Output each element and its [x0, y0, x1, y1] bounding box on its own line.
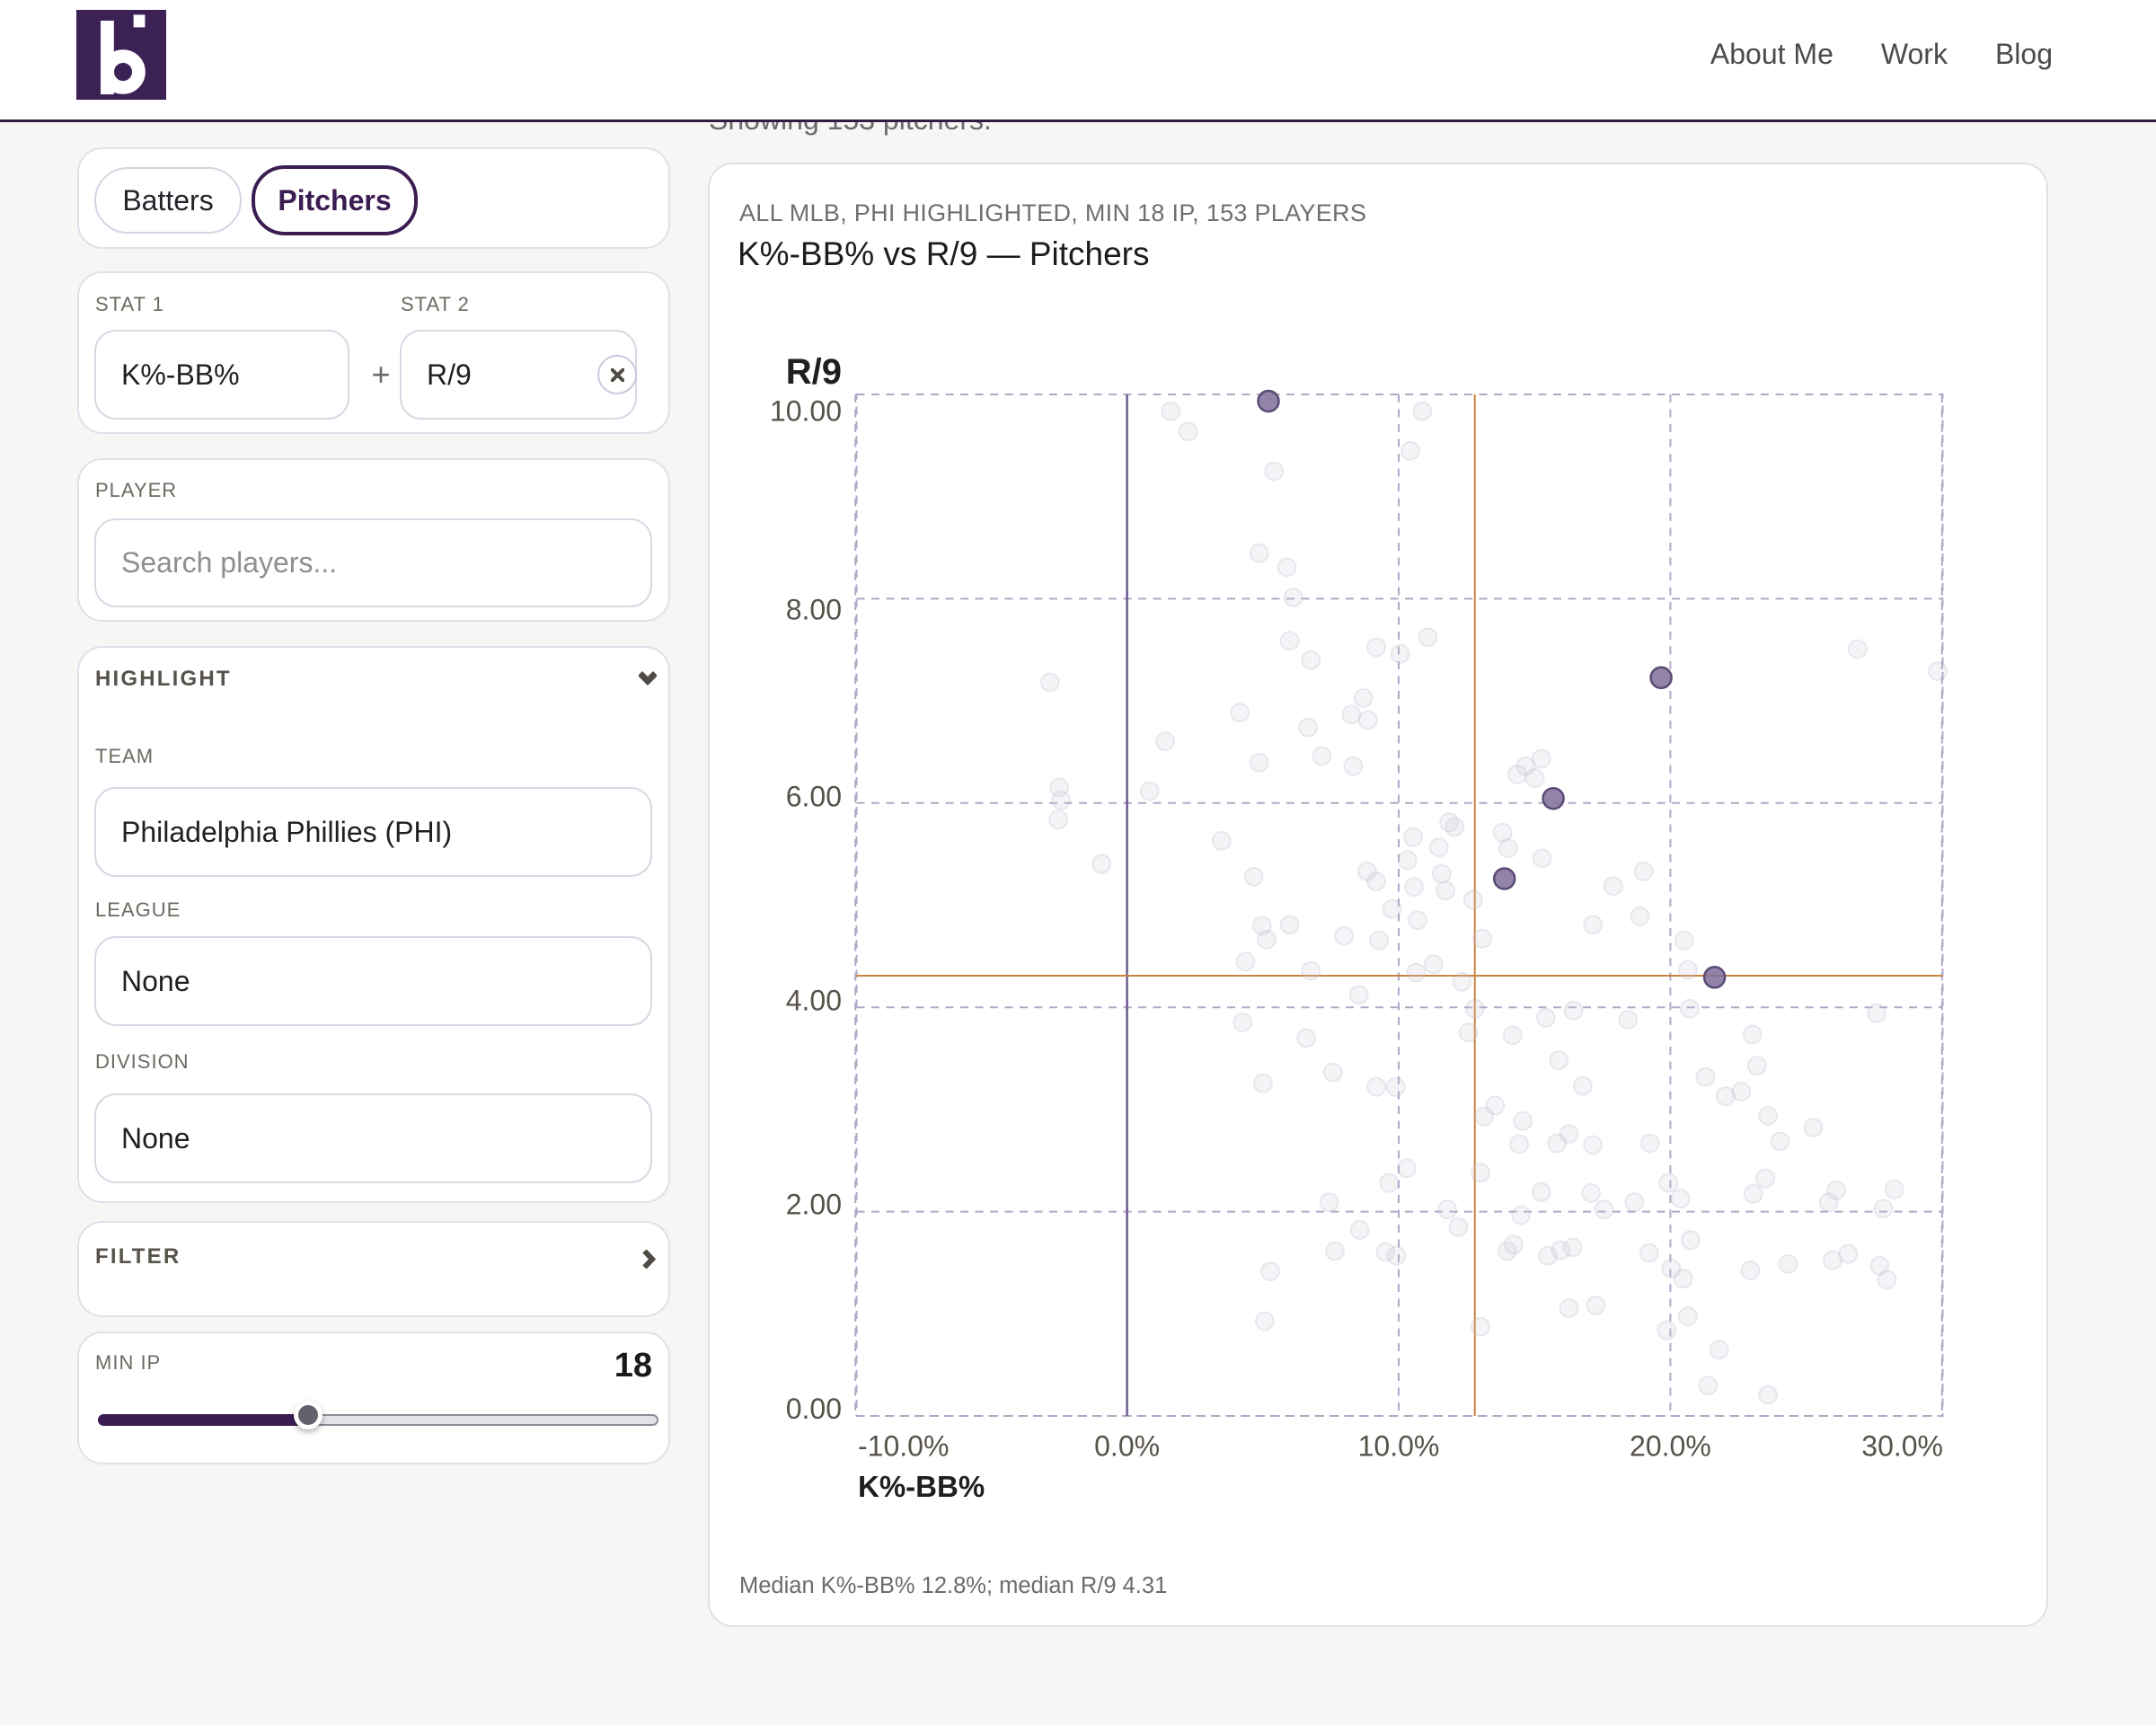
svg-text:R/9: R/9 — [786, 352, 842, 392]
svg-text:6.00: 6.00 — [786, 780, 842, 812]
svg-text:30.0%: 30.0% — [1861, 1430, 1943, 1463]
svg-text:4.00: 4.00 — [786, 984, 842, 1016]
svg-text:10.0%: 10.0% — [1358, 1430, 1440, 1463]
svg-text:2.00: 2.00 — [786, 1189, 842, 1221]
svg-text:0.00: 0.00 — [786, 1393, 842, 1425]
svg-text:0.0%: 0.0% — [1094, 1430, 1160, 1463]
svg-text:20.0%: 20.0% — [1630, 1430, 1711, 1463]
svg-text:8.00: 8.00 — [786, 594, 842, 626]
svg-text:K%-BB%: K%-BB% — [858, 1470, 985, 1503]
svg-text:10.00: 10.00 — [770, 395, 842, 428]
svg-text:-10.0%: -10.0% — [858, 1430, 949, 1463]
